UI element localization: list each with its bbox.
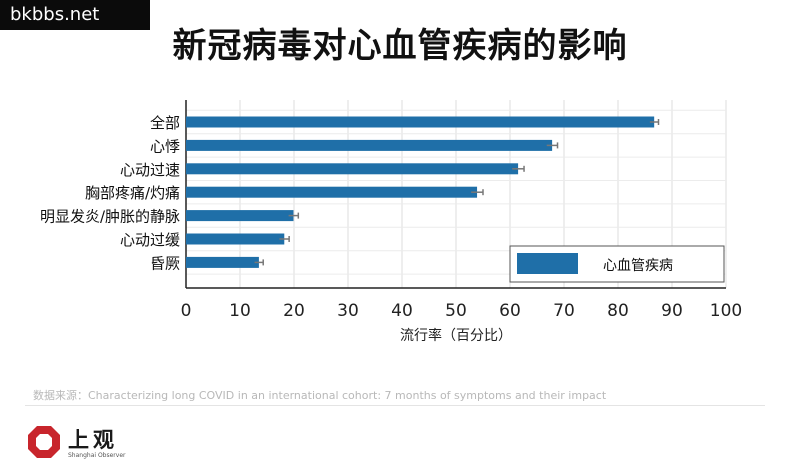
bar-chart: 0 10 20 30 40 50 60 70 80 90 100 流行率（百分比） 全部心悸心动过速胸部… [40, 100, 742, 344]
legend-swatch [517, 253, 578, 274]
shanghai-observer-logo[interactable]: 上观 Shanghai Observer [26, 424, 146, 464]
x-tick-label: 20 [283, 301, 305, 321]
x-tick-label: 90 [661, 301, 683, 321]
source-note: 数据来源：Characterizing long COVID in an int… [33, 389, 607, 402]
divider [25, 405, 765, 406]
x-tick-label: 100 [710, 301, 742, 321]
watermark: bkbbs.net [0, 0, 150, 30]
x-tick-label: 40 [391, 301, 413, 321]
x-tick-label: 60 [499, 301, 521, 321]
x-tick-label: 0 [181, 301, 192, 321]
bar [186, 116, 655, 128]
x-tick-label: 80 [607, 301, 629, 321]
bar [186, 139, 553, 151]
logo-name: 上观 [68, 427, 118, 452]
category-label: 心悸 [150, 137, 180, 155]
bar [186, 256, 259, 268]
category-label: 心动过速 [120, 161, 180, 179]
x-tick-label: 30 [337, 301, 359, 321]
x-tick-label: 50 [445, 301, 467, 321]
bar [186, 233, 285, 245]
x-tick-label: 70 [553, 301, 575, 321]
logo-subtitle: Shanghai Observer [68, 452, 126, 459]
category-label: 昏厥 [150, 254, 180, 272]
logo-octagon-icon [28, 426, 60, 458]
x-tick-label: 10 [229, 301, 251, 321]
legend-label: 心血管疾病 [603, 258, 673, 274]
category-label: 全部 [150, 114, 180, 132]
bar [186, 210, 294, 222]
category-label: 心动过缓 [120, 231, 180, 249]
bar [186, 163, 519, 175]
bar [186, 186, 478, 198]
x-axis-label: 流行率（百分比） [400, 327, 512, 344]
chart-title: 新冠病毒对心血管疾病的影响 [172, 26, 628, 66]
category-label: 胸部疼痛/灼痛 [85, 184, 180, 202]
category-label: 明显发炎/肿胀的静脉 [40, 208, 180, 226]
